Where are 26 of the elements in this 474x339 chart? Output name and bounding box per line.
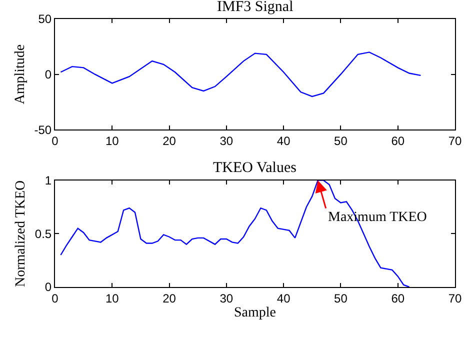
x-tick-label: 30 [220,291,234,306]
y-tick-label: 1 [44,174,52,188]
chart-title: IMF3 Signal [217,0,294,15]
x-tick-label: 30 [220,134,234,148]
x-tick-label: 20 [162,134,176,148]
y-tick-label: 0 [44,280,52,294]
x-tick-label: 40 [276,134,291,148]
x-tick-label: 50 [334,291,348,306]
y-axis-title: Normalized TKEO [14,180,29,287]
x-tick-label: 60 [391,291,405,306]
y-tick-label: 0.5 [34,226,52,241]
chart-title: TKEO Values [213,160,297,176]
x-tick-label: 60 [391,134,405,148]
y-tick-label: -50 [34,122,52,137]
x-tick-label: 70 [448,291,462,306]
line-series [60,52,422,98]
x-tick-label: 70 [448,134,462,148]
x-tick-label: 40 [276,291,291,306]
y-axis-title: Amplitude [12,44,28,104]
y-tick-label: 0 [44,68,52,82]
y-tick-label: 50 [38,12,52,26]
x-tick-label: 50 [334,134,348,148]
x-tick-label: 10 [105,291,120,306]
x-tick-label: 20 [162,291,176,306]
x-tick-label: 10 [105,134,120,148]
x-axis-title: Sample [234,306,276,321]
